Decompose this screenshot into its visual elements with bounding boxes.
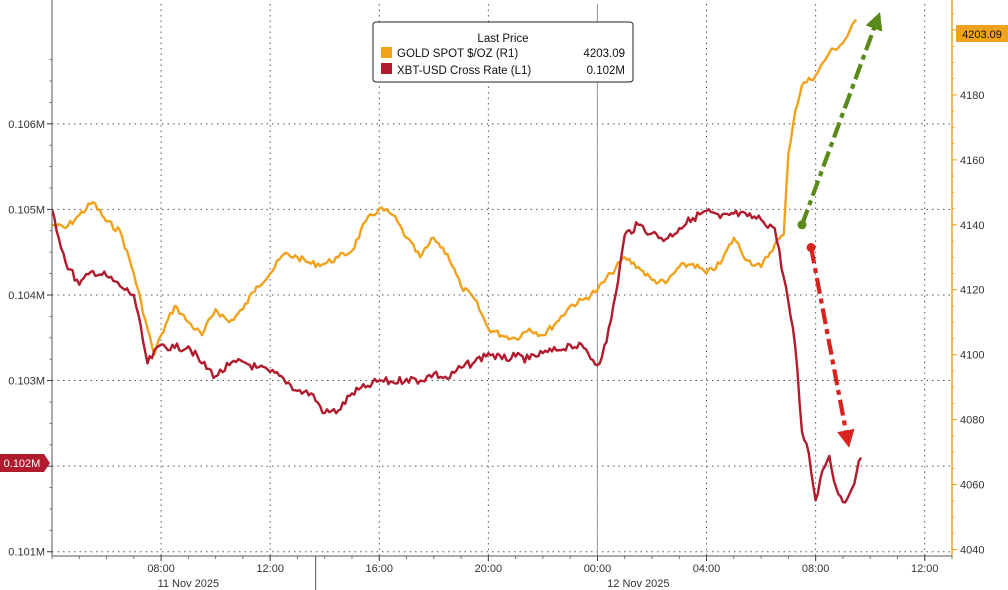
x-date-label: 11 Nov 2025 (158, 578, 220, 590)
left-tick-label: 0.101M (8, 547, 45, 559)
xbt-usd-line (52, 208, 863, 504)
legend-title: Last Price (477, 33, 528, 45)
x-tick-label: 20:00 (475, 563, 503, 575)
right-tick-label: 4120 (960, 285, 984, 297)
x-tick-label: 04:00 (693, 563, 721, 575)
legend-box (372, 21, 634, 83)
right-tick-label: 4080 (960, 415, 984, 427)
legend-value-gold: 4203.09 (583, 48, 625, 60)
green-up-arrow (800, 11, 883, 226)
trend-arrows (797, 11, 883, 448)
red-down-arrow (809, 247, 855, 448)
left-tick-label: 0.105M (8, 204, 45, 216)
xbt-badge-bg (0, 454, 50, 472)
gold-last-price-badge: 4203.09 (956, 25, 1008, 42)
series-lines (52, 18, 863, 504)
x-tick-label: 12:00 (911, 563, 939, 575)
left-tick-label: 0.103M (8, 376, 45, 388)
gold-badge-text: 4203.09 (962, 29, 1002, 41)
xbt-badge-text: 0.102M (4, 458, 41, 470)
x-axis-ticks: 08:00 12:00 16:00 20:00 00:00 04:00 08:00 12:00… (51, 556, 953, 590)
x-tick-label: 16:00 (366, 563, 394, 575)
legend-swatch-xbt (381, 63, 392, 74)
legend-swatch-gold (381, 47, 392, 58)
xbt-last-price-badge: 0.102M (0, 454, 50, 472)
right-axis-ticks: 404040604080410041204140416041804200 (952, 13, 984, 557)
legend: Last Price GOLD SPOT $/OZ (R1) 4203.09 X… (372, 21, 634, 83)
right-tick-label: 4040 (960, 545, 984, 557)
x-date-label: 12 Nov 2025 (607, 578, 669, 590)
left-tick-label: 0.104M (8, 290, 45, 302)
x-tick-label: 08:00 (802, 563, 830, 575)
right-tick-label: 4180 (960, 90, 984, 102)
x-tick-label: 00:00 (584, 563, 612, 575)
legend-label-gold: GOLD SPOT $/OZ (R1) (397, 48, 518, 60)
left-tick-label: 0.106M (8, 119, 45, 131)
axes (51, 0, 953, 557)
x-tick-label: 08:00 (147, 563, 175, 575)
legend-value-xbt: 0.102M (587, 65, 625, 77)
gold-spot-line (52, 18, 858, 356)
right-tick-label: 4140 (960, 220, 984, 232)
x-tick-label: 12:00 (256, 563, 284, 575)
legend-label-xbt: XBT-USD Cross Rate (L1) (397, 65, 531, 77)
right-tick-label: 4160 (960, 155, 984, 167)
right-tick-label: 4100 (960, 350, 984, 362)
day-divider (315, 4, 598, 590)
right-tick-label: 4060 (960, 480, 984, 492)
gold-badge-bg (956, 25, 1008, 42)
